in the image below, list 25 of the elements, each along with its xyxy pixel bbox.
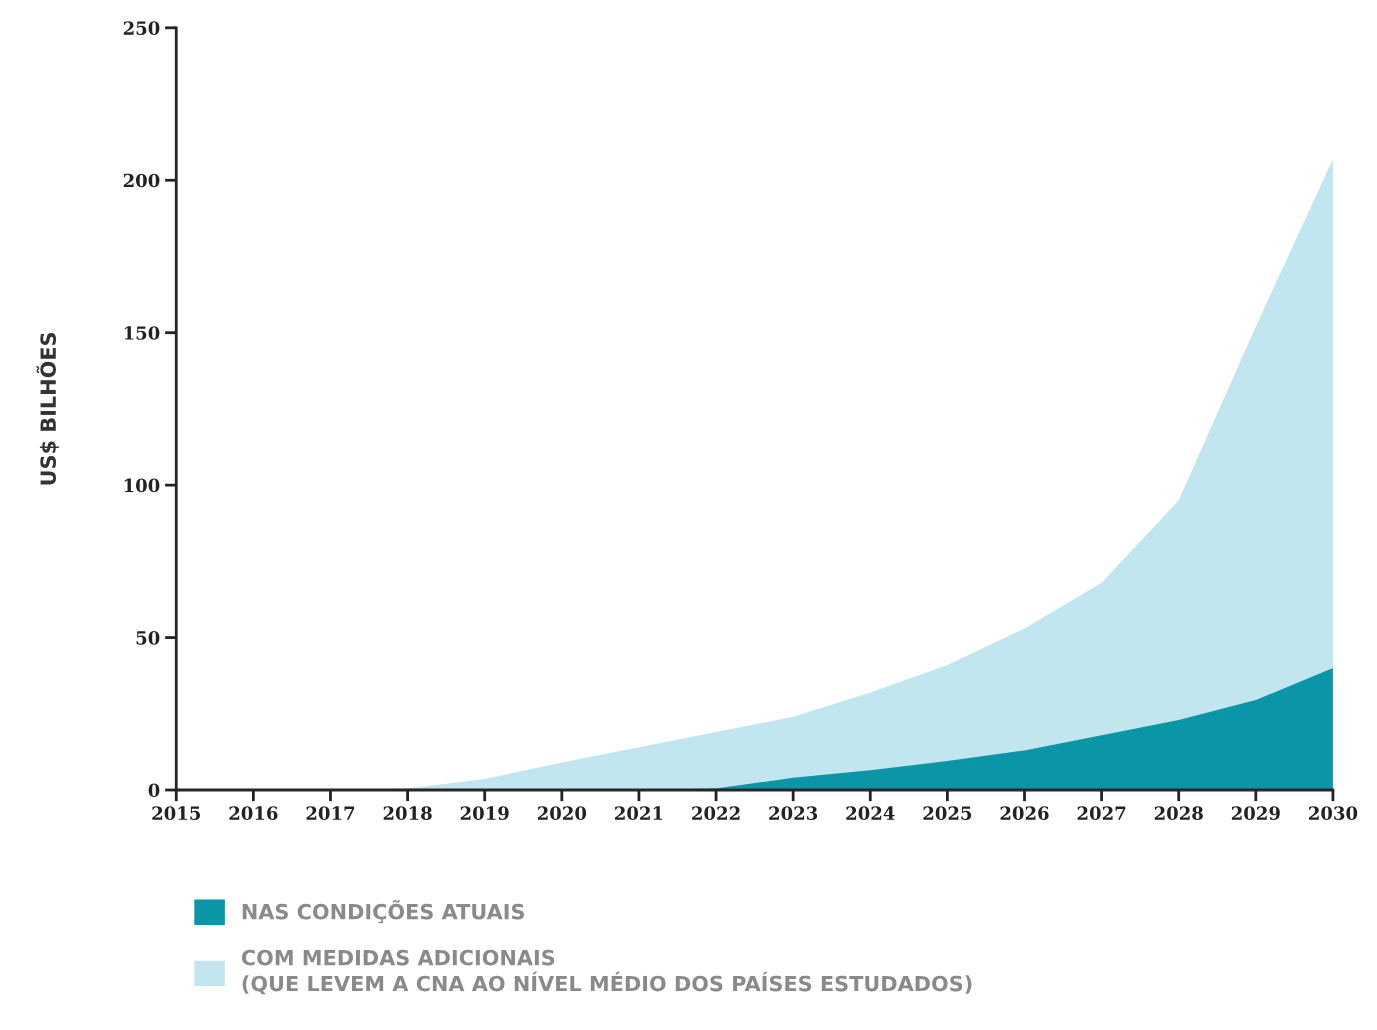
x-tick-label: 2022 bbox=[692, 806, 740, 820]
x-tick-label: 2017 bbox=[306, 806, 355, 820]
y-axis-title: US$ BILHÕES bbox=[36, 332, 59, 485]
x-tick-label: 2028 bbox=[1154, 806, 1203, 820]
x-tick-label: 2016 bbox=[229, 806, 278, 820]
x-tick-label: 2024 bbox=[846, 806, 895, 820]
x-tick-label: 2019 bbox=[460, 806, 509, 820]
y-tick-label: 200 bbox=[123, 173, 160, 188]
x-tick-label: 2018 bbox=[383, 806, 432, 820]
x-tick-label: 2025 bbox=[923, 806, 972, 820]
x-tick-label: 2030 bbox=[1309, 806, 1358, 820]
legend-label: COM MEDIDAS ADICIONAIS (QUE LEVEM A CNA AO NÍVEL MÉDIO DOS PAÍSES ESTUDADOS) bbox=[241, 949, 972, 995]
x-tick-label: 2020 bbox=[537, 806, 587, 820]
x-tick-label: 2027 bbox=[1077, 806, 1126, 820]
y-tick-label: 0 bbox=[148, 783, 160, 798]
x-tick-label: 2021 bbox=[615, 806, 663, 820]
x-tick-label: 2029 bbox=[1231, 806, 1280, 820]
y-tick-label: 100 bbox=[124, 478, 160, 493]
y-tick-label: 150 bbox=[124, 326, 160, 340]
x-tick-label: 2023 bbox=[769, 806, 818, 820]
legend-label: NAS CONDIÇÕES ATUAIS bbox=[242, 899, 524, 924]
x-tick-label: 2026 bbox=[1000, 806, 1049, 820]
y-tick-label: 50 bbox=[136, 631, 160, 645]
y-tick-label: 250 bbox=[123, 21, 160, 35]
x-tick-label: 2015 bbox=[152, 806, 201, 820]
